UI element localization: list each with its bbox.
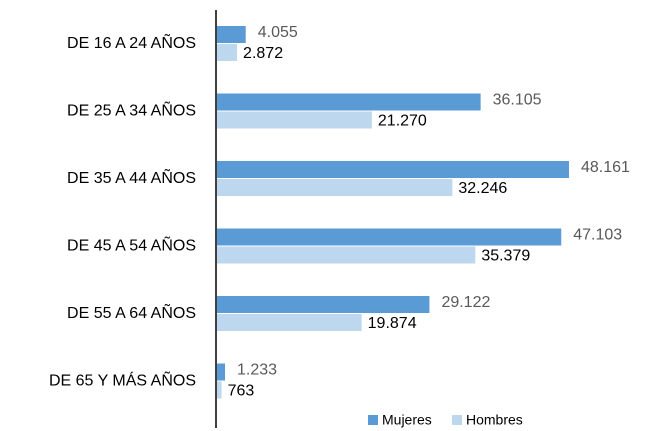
category-label: DE 45 A 54 AÑOS — [67, 235, 196, 255]
bar — [217, 363, 226, 381]
bar — [217, 93, 481, 111]
legend-label: Hombres — [466, 412, 523, 428]
bar — [217, 381, 222, 399]
legend-swatch — [452, 415, 462, 425]
category-label: DE 55 A 64 AÑOS — [67, 302, 196, 322]
bar — [217, 111, 372, 129]
value-label: 19.874 — [368, 315, 417, 332]
value-label: 32.246 — [458, 180, 507, 197]
bar — [217, 161, 569, 178]
bar — [217, 26, 246, 43]
bar — [217, 228, 562, 246]
bar — [217, 44, 238, 61]
category-label: DE 35 A 44 AÑOS — [67, 167, 196, 187]
bar — [217, 314, 362, 331]
value-label: 29.122 — [441, 294, 490, 311]
value-label: 1.233 — [237, 362, 277, 379]
value-label: 21.270 — [378, 113, 427, 130]
bar — [217, 246, 476, 264]
value-label: 48.161 — [581, 159, 630, 176]
legend-swatch — [368, 415, 378, 425]
value-label: 2.872 — [243, 45, 283, 62]
value-label: 35.379 — [481, 248, 530, 265]
category-label: DE 25 A 34 AÑOS — [67, 100, 196, 120]
value-label: 47.103 — [573, 227, 622, 244]
bar — [217, 296, 430, 313]
value-label: 4.055 — [258, 24, 298, 41]
bar — [217, 179, 453, 196]
legend-label: Mujeres — [382, 412, 432, 428]
category-label: DE 65 Y MÁS AÑOS — [49, 370, 196, 390]
value-label: 36.105 — [493, 92, 542, 109]
value-label: 763 — [228, 383, 255, 400]
category-label: DE 16 A 24 AÑOS — [67, 32, 196, 52]
